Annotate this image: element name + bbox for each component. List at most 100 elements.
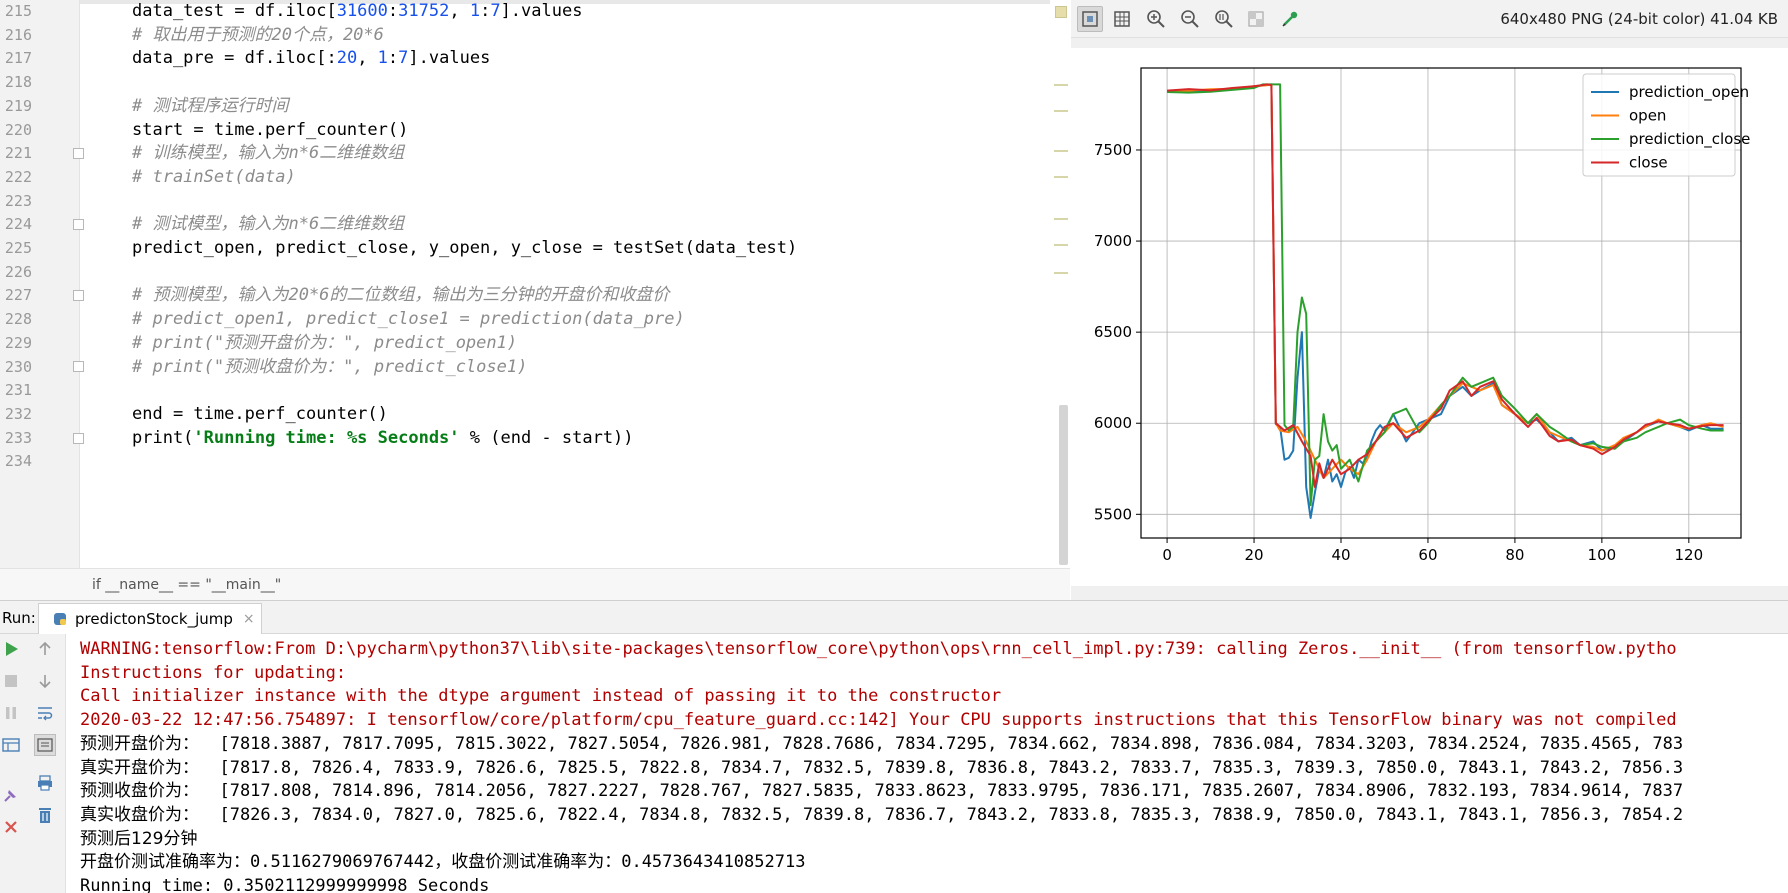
code-line-215: data_test = df.iloc[31600:31752, 1:7].va… bbox=[132, 1, 583, 21]
print-icon[interactable] bbox=[34, 772, 56, 794]
grid-icon[interactable] bbox=[1109, 6, 1135, 32]
line-number: 222 bbox=[4, 167, 32, 186]
run-label: Run: bbox=[2, 609, 36, 627]
console-line: Call initializer instance with the dtype… bbox=[80, 686, 1002, 707]
code-line-229: # print("预测开盘价为：", predict_open1) bbox=[132, 332, 518, 353]
line-number: 230 bbox=[4, 357, 32, 376]
code-area[interactable]: data_test = df.iloc[31600:31752, 1:7].va… bbox=[80, 0, 1050, 568]
legend-box bbox=[1582, 73, 1736, 177]
line-number: 228 bbox=[4, 310, 32, 329]
rerun-icon[interactable] bbox=[0, 638, 22, 660]
stripe-mark[interactable] bbox=[1054, 150, 1068, 152]
close-icon[interactable]: × bbox=[242, 611, 255, 627]
code-line-221: # 训练模型，输入为n*6二维维数组 bbox=[132, 143, 405, 164]
image-toolbar: 640x480 PNG (24-bit color) 41.04 KB bbox=[1071, 0, 1788, 38]
zoom-out-icon[interactable] bbox=[1177, 6, 1203, 32]
actual-size-icon[interactable] bbox=[1211, 6, 1237, 32]
image-viewer[interactable]: 640x480 PNG (24-bit color) 41.04 KB 0 20 4… bbox=[1071, 0, 1788, 600]
line-number: 231 bbox=[4, 381, 32, 400]
color-picker-icon[interactable] bbox=[1277, 6, 1303, 32]
code-line-230: # print("预测收盘价为：", predict_close1) bbox=[132, 356, 528, 377]
editor-scrollbar[interactable] bbox=[1059, 405, 1068, 565]
stripe-mark[interactable] bbox=[1054, 110, 1068, 112]
y-tick-label: 6000 bbox=[1094, 414, 1132, 432]
stripe-mark[interactable] bbox=[1054, 84, 1068, 86]
fold-marker[interactable] bbox=[73, 148, 84, 159]
code-line-224: # 测试模型，输入为n*6二维维数组 bbox=[132, 214, 405, 235]
line-number: 218 bbox=[4, 73, 32, 92]
image-info: 640x480 PNG (24-bit color) 41.04 KB bbox=[1500, 10, 1778, 28]
zoom-in-icon[interactable] bbox=[1143, 6, 1169, 32]
line-chart: 0 20 40 60 80 100 120 5500 6000 6500 7000 7500 pred… bbox=[1094, 67, 1750, 564]
stripe-mark[interactable] bbox=[1054, 272, 1068, 274]
pin-tab-icon[interactable] bbox=[0, 784, 22, 806]
close-run-icon[interactable] bbox=[0, 816, 22, 838]
console-line: 预测开盘价为： [7818.3887, 7817.7095, 7815.3022… bbox=[80, 733, 1684, 754]
stripe-mark[interactable] bbox=[1054, 176, 1068, 178]
restore-layout-icon[interactable] bbox=[0, 734, 22, 756]
stripe-mark[interactable] bbox=[1054, 244, 1068, 246]
fold-marker[interactable] bbox=[73, 433, 84, 444]
run-toolbar bbox=[0, 634, 66, 893]
fit-to-window-icon[interactable] bbox=[1077, 6, 1103, 32]
console-line: 真实开盘价为： [7817.8, 7826.4, 7833.9, 7826.6,… bbox=[80, 757, 1684, 778]
console-line: 真实收盘价为： [7826.3, 7834.0, 7827.0, 7825.6,… bbox=[80, 804, 1684, 825]
stripe-mark[interactable] bbox=[1054, 218, 1068, 220]
line-number: 226 bbox=[4, 262, 32, 281]
y-tick-label: 7000 bbox=[1094, 232, 1132, 250]
line-number: 227 bbox=[4, 286, 32, 305]
scroll-up-icon[interactable] bbox=[34, 638, 56, 660]
run-tab-title: predictonStock_jump bbox=[75, 610, 233, 628]
line-number: 220 bbox=[4, 120, 32, 139]
legend-label: prediction_open bbox=[1629, 83, 1749, 102]
line-number: 215 bbox=[4, 2, 32, 20]
series-line-prediction_close bbox=[1167, 83, 1724, 507]
line-number: 219 bbox=[4, 96, 32, 115]
line-number: 232 bbox=[4, 404, 32, 423]
scroll-to-end-icon[interactable] bbox=[34, 734, 56, 756]
line-number-gutter[interactable]: 215 216 217 218 219 220 221 222 223 224 … bbox=[0, 0, 84, 568]
breadcrumb-item[interactable]: if __name__ == "__main__" bbox=[92, 577, 282, 593]
inspection-status-icon[interactable] bbox=[1055, 6, 1067, 18]
console-line: 开盘价测试准确率为：0.5116279069767442，收盘价测试准确率为：0… bbox=[80, 852, 806, 873]
line-number: 217 bbox=[4, 49, 32, 68]
x-tick-label: 100 bbox=[1588, 546, 1617, 564]
image-canvas[interactable]: 0 20 40 60 80 100 120 5500 6000 6500 7000 7500 pred… bbox=[1071, 48, 1788, 586]
x-tick-label: 0 bbox=[1162, 546, 1172, 564]
code-line-219: # 测试程序运行时间 bbox=[132, 95, 289, 116]
stop-icon[interactable] bbox=[0, 670, 22, 692]
console-line: 预测收盘价为： [7817.808, 7814.896, 7814.2056, … bbox=[80, 781, 1684, 802]
x-tick-label: 60 bbox=[1418, 546, 1437, 564]
code-line-222: # trainSet(data) bbox=[132, 166, 296, 187]
code-line-217: data_pre = df.iloc[:20, 1:7].values bbox=[132, 48, 491, 69]
line-number: 216 bbox=[4, 25, 32, 44]
console-line: Running time: 0.3502112999999998 Seconds bbox=[80, 876, 490, 893]
fold-marker[interactable] bbox=[73, 219, 84, 230]
pause-icon[interactable] bbox=[0, 702, 22, 724]
line-number: 234 bbox=[4, 452, 32, 471]
run-panel-header: Run: predictonStock_jump × bbox=[0, 600, 1788, 634]
line-number: 221 bbox=[4, 144, 32, 163]
fold-marker[interactable] bbox=[73, 290, 84, 301]
line-number: 225 bbox=[4, 239, 32, 257]
code-line-220: start = time.perf_counter() bbox=[132, 119, 409, 140]
chart-ticks: 0 20 40 60 80 100 120 5500 6000 6500 7000 7500 bbox=[1094, 141, 1703, 564]
x-tick-label: 40 bbox=[1331, 546, 1350, 564]
run-tab[interactable]: predictonStock_jump × bbox=[38, 603, 262, 634]
chessboard-icon[interactable] bbox=[1243, 6, 1269, 32]
series-line-close bbox=[1167, 83, 1724, 488]
plot-frame bbox=[1140, 67, 1742, 539]
x-tick-label: 20 bbox=[1244, 546, 1263, 564]
fold-marker[interactable] bbox=[73, 361, 84, 372]
x-tick-label: 120 bbox=[1675, 546, 1704, 564]
current-line-highlight bbox=[0, 0, 1060, 4]
console-output[interactable]: WARNING:tensorflow:From D:\pycharm\pytho… bbox=[66, 634, 1788, 893]
y-tick-label: 7500 bbox=[1094, 141, 1132, 159]
code-editor[interactable]: 215 216 217 218 219 220 221 222 223 224 … bbox=[0, 0, 1070, 600]
clear-all-icon[interactable] bbox=[34, 804, 56, 826]
breadcrumb[interactable]: if __name__ == "__main__" bbox=[0, 568, 1070, 600]
soft-wrap-icon[interactable] bbox=[34, 702, 56, 724]
code-line-233: print('Running time: %s Seconds' % (end … bbox=[132, 427, 634, 448]
scroll-down-icon[interactable] bbox=[34, 670, 56, 692]
